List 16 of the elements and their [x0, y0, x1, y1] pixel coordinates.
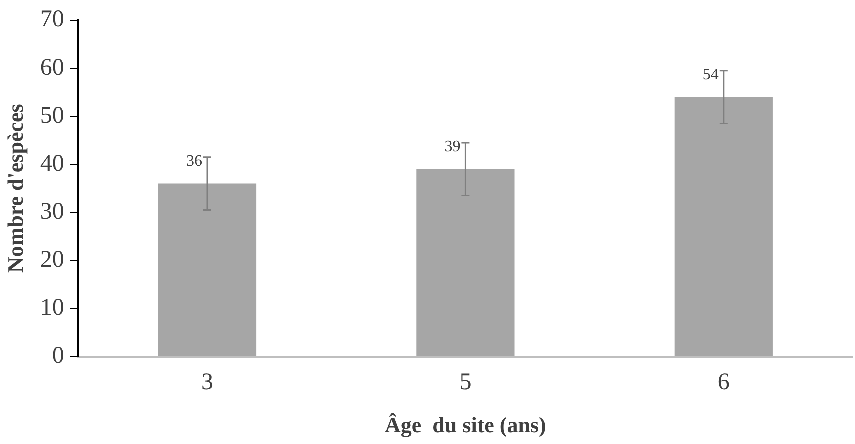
data-label: 54 [702, 66, 719, 84]
y-tick-label: 60 [40, 54, 64, 81]
y-tick-label: 50 [40, 102, 64, 129]
y-tick-label: 10 [40, 295, 64, 322]
x-tick-label: 5 [460, 369, 472, 396]
x-tick-label: 6 [718, 369, 730, 396]
y-tick-label: 0 [52, 343, 64, 370]
y-tick-label: 40 [40, 150, 64, 177]
x-axis-title: Âge du site (ans) [385, 412, 546, 438]
y-axis-title: Nombre d'espèces [2, 104, 28, 274]
x-tick-label: 3 [202, 369, 214, 396]
data-label: 39 [444, 138, 461, 156]
y-tick-label: 70 [40, 6, 64, 33]
y-tick-label: 20 [40, 246, 64, 273]
data-label: 36 [186, 152, 202, 170]
y-tick-label: 30 [40, 198, 64, 225]
